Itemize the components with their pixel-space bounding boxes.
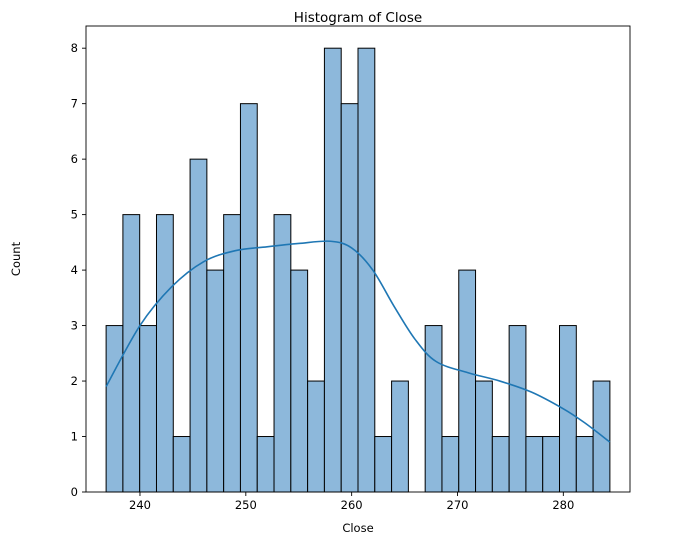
y-tick-label: 6 xyxy=(71,152,78,166)
y-axis-ticks: 0 1 2 3 4 5 6 7 8 xyxy=(71,41,86,499)
histogram-bar xyxy=(542,436,561,493)
x-tick-label: 270 xyxy=(447,498,469,512)
plot-frame xyxy=(85,25,631,493)
histogram-bar xyxy=(189,158,208,493)
y-tick-label: 7 xyxy=(71,97,78,111)
histogram-bar xyxy=(206,269,225,493)
x-axis-label: Close xyxy=(342,521,373,535)
x-tick-label: 250 xyxy=(235,498,257,512)
chart-title: Histogram of Close xyxy=(294,10,422,26)
y-tick-label: 3 xyxy=(71,319,78,333)
histogram-bar xyxy=(575,436,594,493)
histogram-bar xyxy=(424,325,443,493)
histogram-bar xyxy=(239,103,258,493)
x-tick-label: 260 xyxy=(341,498,363,512)
y-tick-label: 4 xyxy=(71,263,78,277)
histogram-bar xyxy=(458,269,477,493)
histogram-bar xyxy=(441,436,460,493)
histogram-bar xyxy=(122,214,141,493)
kde-curve xyxy=(105,240,611,443)
y-axis-label: Count xyxy=(9,241,23,276)
histogram-bar xyxy=(491,436,510,493)
histogram-bar xyxy=(105,325,124,493)
histogram-bar xyxy=(290,269,309,493)
histogram-bar xyxy=(172,436,191,493)
x-tick-label: 280 xyxy=(552,498,574,512)
histogram-bar xyxy=(307,380,325,493)
y-tick-label: 1 xyxy=(71,430,78,444)
y-tick-label: 8 xyxy=(71,41,78,55)
histogram-bar xyxy=(508,325,527,493)
histogram-bar xyxy=(256,436,275,493)
histogram-bar xyxy=(374,436,393,493)
x-tick-label: 240 xyxy=(129,498,151,512)
histogram-bar xyxy=(223,214,241,493)
histogram-bar xyxy=(273,214,292,493)
y-tick-label: 0 xyxy=(71,485,78,499)
y-tick-label: 2 xyxy=(71,374,78,388)
histogram-bar xyxy=(340,103,359,493)
y-tick-label: 5 xyxy=(71,208,78,222)
histogram-bar xyxy=(323,47,342,493)
histogram-bar xyxy=(139,325,157,493)
histogram-bar xyxy=(525,436,544,493)
histogram-bar xyxy=(475,380,493,493)
bars-group xyxy=(105,47,611,493)
histogram-bar xyxy=(391,380,409,493)
histogram-bar xyxy=(155,214,174,493)
x-axis-ticks: 240 250 260 270 280 xyxy=(129,492,574,512)
